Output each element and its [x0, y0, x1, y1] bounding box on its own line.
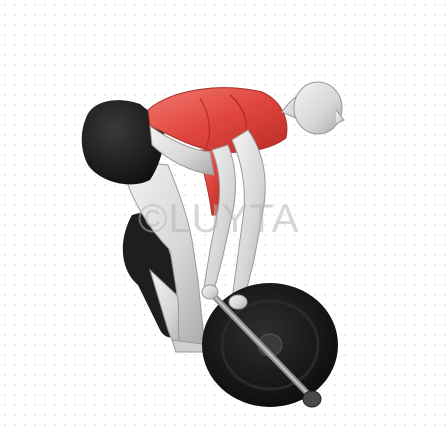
hands — [201, 284, 248, 310]
barbell-bar — [207, 289, 322, 408]
watermark: ©LUYTA — [138, 197, 299, 241]
head — [281, 81, 345, 135]
torso-side — [149, 124, 215, 176]
shorts — [81, 100, 165, 185]
